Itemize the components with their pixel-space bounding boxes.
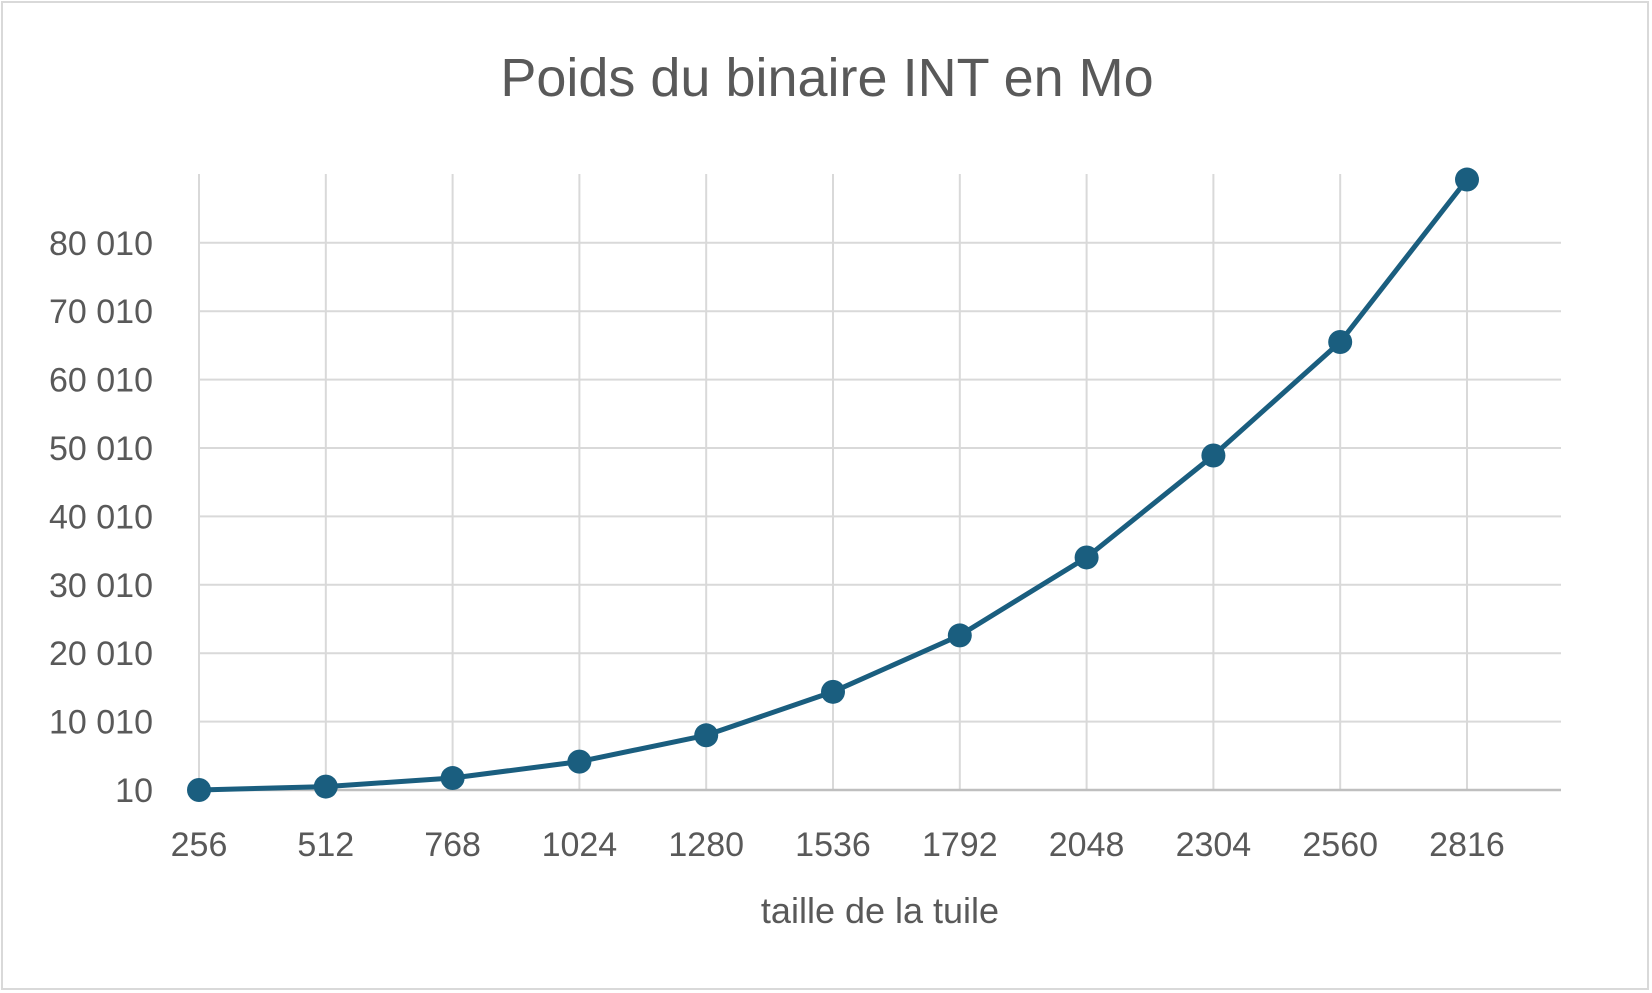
x-axis-title: taille de la tuile <box>761 890 999 931</box>
y-tick-label: 60 010 <box>49 362 153 400</box>
x-tick-label: 1280 <box>668 826 744 864</box>
x-axis-tick-labels: 256 512 768 1024 1280 1536 1792 2048 2304 2560 281… <box>171 826 1505 864</box>
data-point <box>1455 167 1479 192</box>
data-point <box>440 766 465 791</box>
series-layer <box>187 167 1479 802</box>
x-tick-label: 768 <box>424 826 481 864</box>
x-tick-label: 2048 <box>1049 826 1125 864</box>
y-tick-label: 10 010 <box>49 704 153 742</box>
data-point <box>1201 443 1226 468</box>
chart-title: Poids du binaire INT en Mo <box>500 48 1153 108</box>
x-tick-label: 2560 <box>1302 826 1378 864</box>
y-tick-label: 10 <box>115 772 153 810</box>
y-tick-label: 70 010 <box>49 293 153 331</box>
y-tick-label: 50 010 <box>49 430 153 468</box>
x-tick-label: 2304 <box>1176 826 1252 864</box>
x-tick-label: 1792 <box>922 826 998 864</box>
x-tick-label: 1024 <box>542 826 618 864</box>
x-tick-label: 512 <box>297 826 354 864</box>
y-tick-label: 20 010 <box>49 635 153 673</box>
data-point <box>821 679 845 704</box>
data-point <box>1074 545 1099 570</box>
data-point <box>187 778 211 802</box>
line-chart: Poids du binaire INT en Mo 10 10 010 20 01… <box>49 48 1561 931</box>
y-tick-label: 80 010 <box>49 225 153 263</box>
y-tick-label: 40 010 <box>49 498 153 536</box>
x-tick-label: 256 <box>171 826 228 864</box>
data-point <box>1328 329 1353 354</box>
data-point <box>567 749 592 774</box>
data-point <box>947 623 972 648</box>
data-point <box>694 723 719 748</box>
x-tick-label: 2816 <box>1429 826 1505 864</box>
y-axis-tick-labels: 10 10 010 20 010 30 010 40 010 50 010 60 010 70… <box>49 225 153 810</box>
y-tick-label: 30 010 <box>49 567 153 605</box>
gridlines <box>198 174 1561 792</box>
data-point <box>313 774 338 799</box>
x-tick-label: 1536 <box>795 826 871 864</box>
